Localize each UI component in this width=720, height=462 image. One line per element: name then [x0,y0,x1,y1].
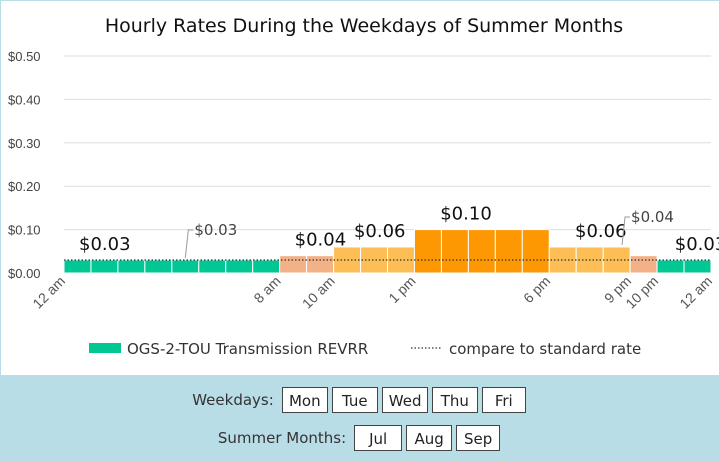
bar-hour-3am [144,259,173,274]
months-label: Summer Months: [217,429,347,447]
x-tick-label: 8 am [250,273,283,306]
weekday-thu-button[interactable]: Thu [431,387,478,413]
data-label: $0.10 [440,204,492,225]
weekdays-row: Weekdays: Mon Tue Wed Thu Fri [0,387,720,413]
data-label: $0.06 [354,221,406,242]
x-tick-label: 1 pm [385,273,418,306]
month-jul-button[interactable]: Jul [354,425,403,451]
bar-hour-4pm [494,229,523,274]
bar-hour-3pm [467,229,496,274]
bar-hour-8am [279,255,308,274]
y-tick-label: $0.00 [8,266,41,281]
data-label: $0.06 [575,221,627,242]
y-tick-label: $0.40 [8,92,41,107]
data-label-leader [184,229,194,259]
y-axis-ticks: $0.50 $0.40 $0.30 $0.20 $0.10 $0.00 [8,49,41,281]
bar-hour-9am [306,255,335,274]
x-tick-label: 12 am [676,273,715,312]
weekdays-label: Weekdays: [192,391,274,409]
data-label: $0.03 [675,234,719,255]
y-tick-label: $0.50 [8,49,41,64]
chart-panel: Hourly Rates During the Weekdays of Summ… [1,1,719,375]
bar-hour-5pm [521,229,550,274]
bar-hour-4am [171,259,200,274]
bar-hour-2am [117,259,146,274]
legend-bar-label: OGS-2-TOU Transmission REVRR [127,340,368,358]
bar-hour-1am [90,259,119,274]
y-tick-label: $0.10 [8,223,41,238]
data-label: $0.03 [79,234,131,255]
bar-hour-10pm [656,259,685,274]
bar-hour-2pm [440,229,469,274]
data-labels: $0.03$0.03$0.04$0.06$0.10$0.06$0.04$0.03 [79,204,719,259]
month-aug-button[interactable]: Aug [406,425,453,451]
weekday-fri-button[interactable]: Fri [481,387,526,413]
data-label: $0.04 [631,208,674,226]
hourly-rates-chart: Hourly Rates During the Weekdays of Summ… [8,15,719,358]
weekday-tue-button[interactable]: Tue [331,387,378,413]
data-label: $0.03 [194,221,237,239]
filter-controls: Weekdays: Mon Tue Wed Thu Fri Summer Mon… [0,376,720,462]
bar-hour-6am [225,259,254,274]
weekday-mon-button[interactable]: Mon [281,387,328,413]
months-row: Summer Months: Jul Aug Sep [0,425,720,451]
bar-hour-11pm [683,259,712,274]
weekday-wed-button[interactable]: Wed [381,387,428,413]
bars [63,229,712,274]
bar-hour-5am [198,259,227,274]
legend-bar-swatch [89,343,121,353]
y-tick-label: $0.30 [8,136,41,151]
x-tick-label: 10 am [299,273,338,312]
legend-line-label: compare to standard rate [449,340,641,358]
chart-title: Hourly Rates During the Weekdays of Summ… [105,15,623,37]
y-tick-label: $0.20 [8,179,41,194]
data-label-leader [621,216,631,246]
bar-hour-9pm [629,255,658,274]
month-sep-button[interactable]: Sep [456,425,501,451]
bar-hour-7am [252,259,281,274]
data-label: $0.04 [295,230,347,251]
bar-hour-1pm [413,229,442,274]
legend: OGS-2-TOU Transmission REVRR compare to … [89,340,641,358]
x-tick-label: 6 pm [520,273,553,306]
bar-hour-12am [63,259,92,274]
